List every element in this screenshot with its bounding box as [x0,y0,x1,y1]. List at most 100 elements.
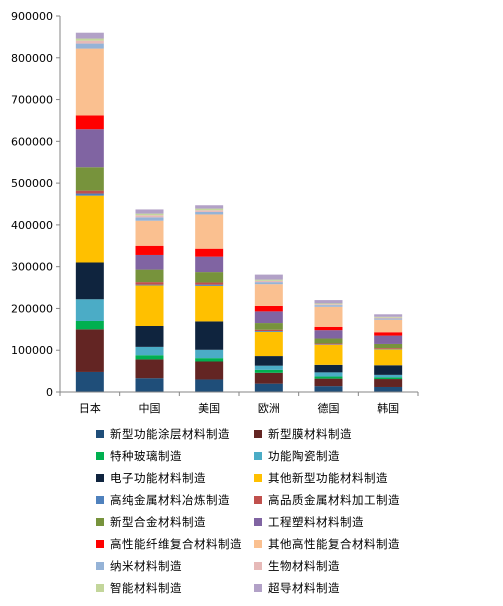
legend-item: 高品质金属材料加工制造 [254,493,400,507]
bar-segment [374,319,403,333]
legend-label: 功能陶瓷制造 [268,449,340,463]
y-tick-label: 600000 [11,135,53,148]
bar-segment [135,215,164,218]
bar-segment [75,40,104,44]
bar-segment [135,285,164,326]
bar-segment [314,338,343,344]
bar-segment [75,167,104,191]
legend-swatch [96,540,104,548]
legend-swatch [96,496,104,504]
bar-segment [135,325,164,347]
bar-segment [75,329,104,372]
y-tick-label: 700000 [11,94,53,107]
bar-segment [135,213,164,216]
bar-segment [254,372,283,384]
bar-segment [75,190,104,194]
bar-stack [254,274,283,392]
bar-segment [75,43,104,49]
x-tick-label: 德国 [318,401,340,415]
bar-segment [314,378,343,387]
bar-segment [254,274,283,280]
legend-swatch [96,474,104,482]
legend-item: 智能材料制造 [96,581,182,595]
legend-label: 超导材料制造 [268,581,340,595]
bar-segment [135,378,164,392]
legend-swatch [254,540,262,548]
bar-segment [195,214,224,249]
legend-label: 新型功能涂层材料制造 [110,427,230,441]
bar-segment [135,284,164,286]
x-tick-label: 美国 [198,402,220,415]
legend-label: 高品质金属材料加工制造 [268,493,400,507]
legend-item: 特种玻璃制造 [96,449,182,463]
legend-swatch [254,518,262,526]
legend-item: 纳米材料制造 [96,559,182,573]
bar-stack [374,314,403,392]
bar-segment [135,245,164,255]
y-tick-label: 800000 [11,52,53,65]
legend-item: 功能陶瓷制造 [254,449,340,463]
legend-label: 智能材料制造 [110,581,182,595]
bar-segment [254,331,283,357]
legend-item: 其他新型功能材料制造 [254,471,388,485]
bar-segment [254,365,283,370]
bar-segment [75,38,104,41]
bar-segment [195,284,224,286]
bar-segment [374,386,403,392]
bar-segment [374,365,403,375]
bar-segment [374,318,403,320]
bar-segment [374,348,403,349]
bar-stack [75,32,104,392]
bar-segment [374,335,403,344]
bar-segment [195,349,224,359]
bar-segment [135,282,164,285]
bar-segment [135,346,164,356]
bar-segment [254,383,283,392]
legend-item: 高纯金属材料冶炼制造 [96,493,230,507]
x-tick-label: 日本 [79,401,101,415]
legend-label: 其他高性能复合材料制造 [268,537,400,551]
bar-segment [254,369,283,373]
bar-segment [135,254,164,270]
bar-segment [314,376,343,379]
bar-segment [374,379,403,387]
bar-segment [135,359,164,379]
legend-swatch [254,562,262,570]
bar-segment [75,129,104,168]
bar-segment [374,343,403,349]
x-tick-label: 中国 [139,402,161,415]
bar-segment [195,248,224,257]
bar-segment [314,326,343,331]
legend-item: 新型膜材料制造 [254,427,352,441]
bar-segment [254,284,283,306]
legend-label: 新型合金材料制造 [110,515,206,529]
bar-segment [75,371,104,392]
y-axis: 0 100000 200000 300000 400000 500000 600000 700… [11,10,61,399]
legend-item: 生物材料制造 [254,559,340,573]
legend-swatch [96,430,104,438]
bar-segment [314,344,343,365]
bar-segment [254,356,283,366]
legend-swatch [96,518,104,526]
bar-segment [254,329,283,332]
bar-segment [135,217,164,221]
legend-label: 电子功能材料制造 [110,471,206,485]
bar-segment [75,115,104,130]
legend-label: 纳米材料制造 [110,559,182,573]
bar-segment [195,211,224,215]
bar-segment [195,285,224,322]
bar-segment [374,332,403,336]
legend-label: 高性能纤维复合材料制造 [110,537,242,551]
bar-segment [135,269,164,283]
y-tick-label: 400000 [11,219,53,232]
legend-item: 高性能纤维复合材料制造 [96,537,242,551]
bar-segment [374,316,403,318]
legend-swatch [254,452,262,460]
bar-segment [135,220,164,246]
y-tick-label: 500000 [11,177,53,190]
legend-swatch [254,474,262,482]
bar-segment [374,374,403,378]
legend-swatch [96,562,104,570]
legend-item: 工程塑料材料制造 [254,515,364,529]
